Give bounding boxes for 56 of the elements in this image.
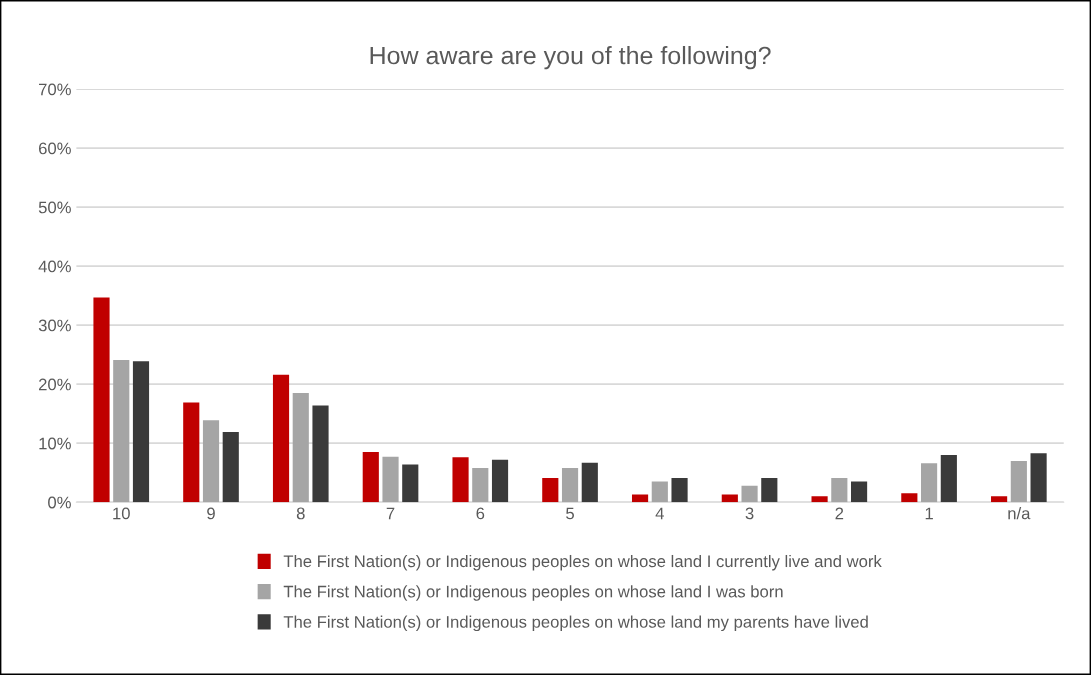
y-tick-label: 20% <box>38 378 71 391</box>
x-tick-label: 10 <box>113 507 130 520</box>
bar <box>183 402 200 503</box>
bar <box>452 457 469 503</box>
bar <box>272 374 290 503</box>
bar <box>671 478 688 503</box>
bar <box>561 467 579 503</box>
bar <box>202 420 220 503</box>
bar <box>542 478 559 503</box>
bar <box>113 359 130 503</box>
bar <box>581 462 598 503</box>
bar <box>631 494 649 503</box>
legend-label: The First Nation(s) or Indigenous peoples on whose land my parents have lived <box>283 615 868 632</box>
bar <box>901 493 918 503</box>
bar <box>940 454 957 503</box>
bar <box>921 463 938 503</box>
y-tick-label: 10% <box>39 437 71 450</box>
bar <box>811 496 828 503</box>
bar <box>1030 453 1047 503</box>
x-tick-label: n/a <box>1008 507 1031 520</box>
y-tick-label: 40% <box>38 260 71 273</box>
bar <box>741 485 758 503</box>
bar <box>831 478 848 503</box>
bar <box>93 297 110 503</box>
chart-title: How aware are you of the following? <box>370 45 771 70</box>
bar <box>292 393 309 503</box>
bar <box>491 459 509 503</box>
bar <box>1010 460 1027 503</box>
bar <box>132 361 150 503</box>
x-tick-label: 5 <box>566 507 574 520</box>
y-tick-label: 0% <box>48 496 71 509</box>
x-tick-label: 1 <box>925 507 933 520</box>
bar <box>382 456 399 503</box>
bar <box>362 452 379 503</box>
bar <box>472 467 489 503</box>
x-tick-label: 3 <box>745 507 754 520</box>
x-tick-label: 8 <box>296 507 305 520</box>
y-tick-label: 60% <box>39 142 71 155</box>
bar <box>222 431 239 503</box>
bar <box>312 405 329 503</box>
x-tick-label: 7 <box>386 507 395 520</box>
legend-label: The First Nation(s) or Indigenous peoples on whose land I currently live and work <box>283 554 882 571</box>
bar <box>651 481 668 503</box>
bar <box>850 481 868 503</box>
legend-label: The First Nation(s) or Indigenous peoples on whose land I was born <box>283 585 783 601</box>
x-tick-label: 4 <box>655 507 664 520</box>
bar <box>991 496 1008 503</box>
bar <box>761 478 778 503</box>
bar <box>402 464 419 503</box>
y-tick-label: 70% <box>39 83 71 96</box>
bar <box>721 494 738 503</box>
x-tick-label: 6 <box>476 507 485 520</box>
x-tick-label: 9 <box>207 507 215 520</box>
y-tick-label: 50% <box>38 201 71 214</box>
y-tick-label: 30% <box>38 319 71 332</box>
x-tick-label: 2 <box>835 507 844 520</box>
